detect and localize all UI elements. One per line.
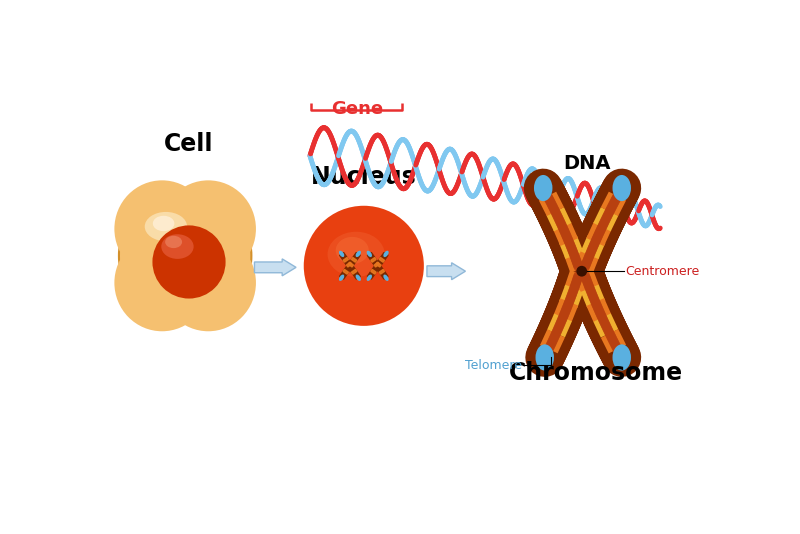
Bar xyxy=(367,253,388,279)
Bar xyxy=(340,253,360,279)
Ellipse shape xyxy=(613,175,631,201)
Ellipse shape xyxy=(162,234,194,259)
Bar xyxy=(346,262,352,267)
Ellipse shape xyxy=(535,344,554,371)
Bar xyxy=(376,262,381,267)
Bar xyxy=(343,269,349,274)
Ellipse shape xyxy=(383,274,389,281)
Ellipse shape xyxy=(327,232,385,277)
Ellipse shape xyxy=(153,225,226,299)
Bar xyxy=(348,262,354,267)
Ellipse shape xyxy=(339,274,344,281)
Text: Centromere: Centromere xyxy=(626,265,700,278)
Ellipse shape xyxy=(336,237,369,264)
Bar xyxy=(379,269,385,274)
Bar xyxy=(371,269,376,274)
Text: Chromosome: Chromosome xyxy=(509,361,682,385)
Ellipse shape xyxy=(145,212,187,241)
FancyArrow shape xyxy=(427,263,466,280)
Ellipse shape xyxy=(613,344,631,371)
Ellipse shape xyxy=(161,180,256,277)
Bar xyxy=(379,257,385,262)
Ellipse shape xyxy=(114,180,210,277)
Ellipse shape xyxy=(534,175,553,201)
Text: Gene: Gene xyxy=(331,100,383,118)
Text: Cell: Cell xyxy=(164,132,214,156)
Text: Nucleus: Nucleus xyxy=(311,165,417,189)
Ellipse shape xyxy=(339,250,344,257)
Text: Telomere: Telomere xyxy=(465,359,522,372)
Ellipse shape xyxy=(356,250,361,257)
Ellipse shape xyxy=(119,189,251,323)
FancyArrow shape xyxy=(254,259,296,276)
Bar xyxy=(351,269,357,274)
Ellipse shape xyxy=(114,234,210,331)
Ellipse shape xyxy=(366,274,372,281)
Ellipse shape xyxy=(165,236,182,248)
Ellipse shape xyxy=(304,206,424,326)
Ellipse shape xyxy=(383,250,389,257)
Ellipse shape xyxy=(576,266,587,277)
Ellipse shape xyxy=(161,234,256,331)
Bar xyxy=(351,257,357,262)
Bar xyxy=(340,253,360,279)
Ellipse shape xyxy=(153,216,174,231)
Ellipse shape xyxy=(356,274,361,281)
Bar xyxy=(343,257,349,262)
Bar xyxy=(374,262,379,267)
Text: DNA: DNA xyxy=(563,154,611,172)
Ellipse shape xyxy=(366,250,372,257)
Bar xyxy=(367,253,388,279)
Bar xyxy=(371,257,376,262)
